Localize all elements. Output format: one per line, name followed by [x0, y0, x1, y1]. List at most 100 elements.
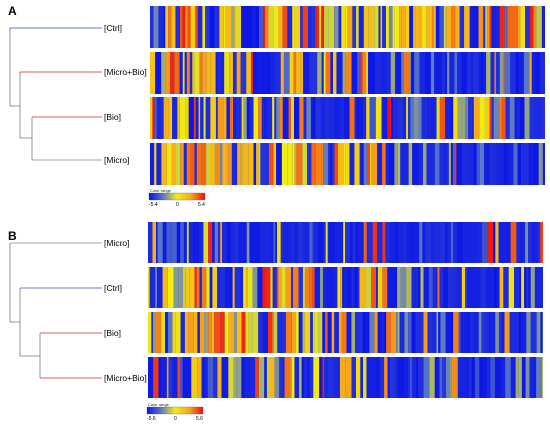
heatmap-stripe [487, 6, 490, 48]
heatmap-stripe [373, 97, 376, 139]
heatmap-stripe [188, 97, 194, 139]
heatmap-stripe [240, 52, 247, 94]
heatmap-stripe [518, 312, 522, 353]
heatmap-stripe [467, 143, 474, 185]
heatmap-stripe [168, 357, 173, 398]
heatmap-stripe [325, 52, 331, 94]
heatmap-stripe [449, 52, 455, 94]
heatmap-stripe [345, 222, 351, 263]
heatmap-stripe [299, 97, 304, 139]
heatmap-stripe [494, 52, 496, 94]
heatmap-stripe [524, 97, 530, 139]
heatmap-stripe [340, 222, 344, 263]
heatmap-stripe [434, 222, 436, 263]
heatmap-stripe [166, 357, 169, 398]
heatmap-stripe [541, 6, 545, 48]
heatmap-stripe [304, 312, 311, 353]
heatmap-stripe [184, 312, 189, 353]
heatmap-stripe [354, 267, 358, 308]
heatmap-stripe [338, 312, 342, 353]
heatmap-stripe [156, 222, 158, 263]
heatmap-stripe [445, 143, 449, 185]
heatmap-stripe [275, 52, 281, 94]
heatmap-stripe [238, 222, 241, 263]
heatmap-stripe [326, 357, 329, 398]
heatmap-stripe [380, 6, 383, 48]
heatmap-stripe [226, 143, 229, 185]
heatmap-stripe [217, 52, 222, 94]
heatmap-stripe [318, 6, 322, 48]
panel-b-label-2: [Ctrl] [104, 283, 122, 293]
heatmap-stripe [383, 312, 387, 353]
heatmap-stripe [258, 97, 262, 139]
heatmap-stripe [403, 143, 409, 185]
heatmap-stripe [300, 6, 303, 48]
heatmap-stripe [255, 222, 258, 263]
heatmap-stripe [327, 267, 333, 308]
heatmap-stripe [224, 52, 227, 94]
heatmap-stripe [363, 222, 367, 263]
heatmap-stripe [261, 97, 265, 139]
heatmap-stripe [243, 222, 247, 263]
heatmap-stripe [442, 52, 445, 94]
heatmap-stripe [373, 52, 375, 94]
heatmap-stripe [210, 97, 216, 139]
heatmap-stripe [270, 267, 273, 308]
heatmap-stripe [505, 97, 510, 139]
heatmap-stripe [485, 312, 490, 353]
heatmap-stripe [495, 312, 499, 353]
heatmap-stripe [203, 97, 206, 139]
heatmap-stripe [321, 143, 324, 185]
heatmap-stripe [454, 52, 458, 94]
heatmap-stripe [256, 143, 259, 185]
heatmap-stripe [424, 97, 428, 139]
heatmap-stripe [421, 97, 425, 139]
heatmap-stripe [440, 312, 446, 353]
panel-a-heatmap-row-1 [150, 6, 545, 48]
heatmap-stripe [155, 267, 158, 308]
panel-b-label-1: [Micro] [104, 238, 130, 248]
heatmap-stripe [434, 357, 440, 398]
heatmap-stripe [341, 6, 346, 48]
heatmap-stripe [377, 267, 383, 308]
panel-a-label-3: [Bio] [104, 112, 121, 122]
heatmap-stripe [478, 52, 482, 94]
heatmap-stripe [481, 357, 488, 398]
heatmap-stripe [351, 357, 356, 398]
heatmap-stripe [473, 143, 477, 185]
heatmap-stripe [196, 267, 200, 308]
heatmap-stripe [240, 222, 244, 263]
heatmap-stripe [301, 357, 304, 398]
heatmap-stripe [501, 97, 506, 139]
heatmap-stripe [253, 97, 259, 139]
heatmap-stripe [510, 357, 516, 398]
heatmap-stripe [323, 222, 326, 263]
heatmap-stripe [206, 52, 211, 94]
heatmap-stripe [419, 52, 426, 94]
heatmap-stripe [236, 52, 241, 94]
heatmap-stripe [508, 267, 515, 308]
heatmap-stripe [293, 52, 297, 94]
heatmap-stripe [307, 357, 310, 398]
heatmap-stripe [465, 312, 471, 353]
heatmap-stripe [355, 312, 359, 353]
heatmap-stripe [272, 312, 274, 353]
heatmap-stripe [334, 222, 341, 263]
heatmap-stripe [382, 52, 387, 94]
heatmap-stripe [449, 357, 452, 398]
heatmap-stripe [347, 6, 353, 48]
heatmap-stripe [265, 6, 269, 48]
heatmap-stripe [521, 357, 526, 398]
heatmap-stripe [292, 267, 299, 308]
heatmap-stripe [304, 267, 310, 308]
heatmap-stripe [201, 267, 207, 308]
heatmap-stripe [199, 52, 203, 94]
panel-b-color-min: -5.6 [147, 416, 156, 422]
heatmap-stripe [233, 222, 239, 263]
heatmap-stripe [461, 143, 468, 185]
heatmap-stripe [357, 267, 360, 308]
heatmap-stripe [451, 6, 456, 48]
heatmap-stripe [500, 357, 506, 398]
heatmap-stripe [356, 6, 359, 48]
heatmap-stripe [411, 312, 416, 353]
